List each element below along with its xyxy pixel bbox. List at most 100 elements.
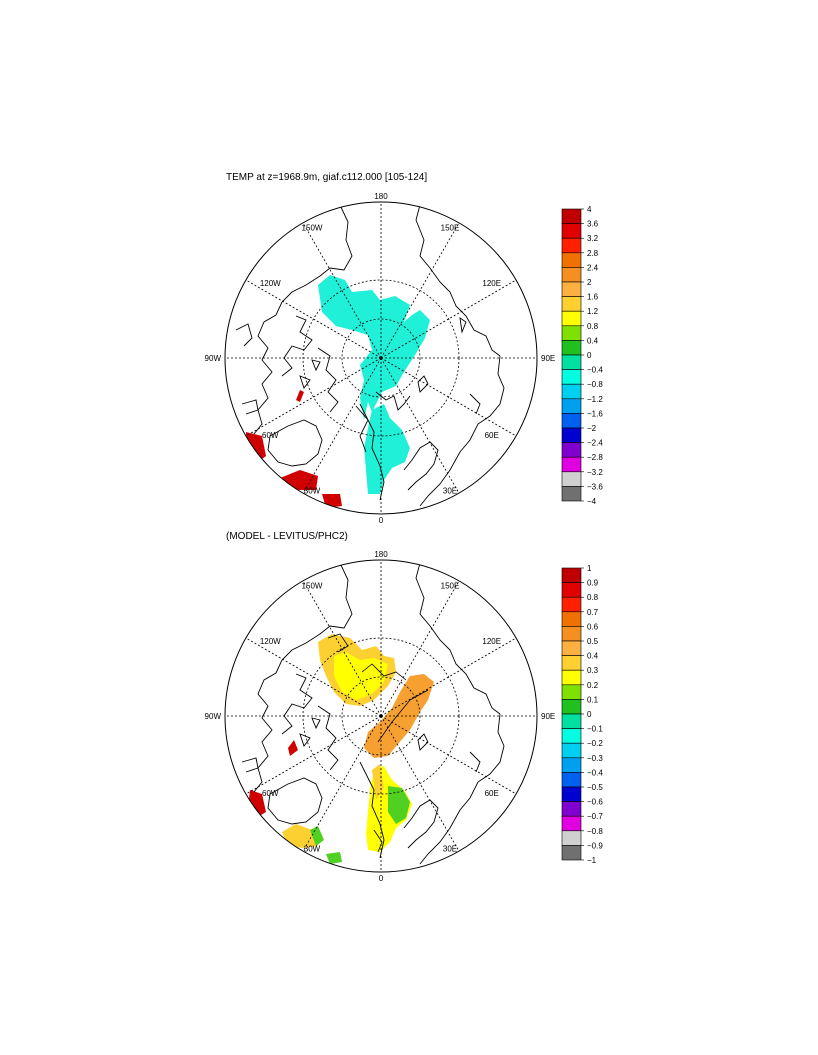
colorbar-swatch (561, 640, 582, 656)
colorbar-swatch (561, 442, 582, 458)
colorbar-swatch (561, 815, 582, 832)
longitude-label: 30E (443, 487, 457, 496)
panel-2-colorbar: 1 0.9 0.8 0.7 0.6 0.5 0.4 0.3 0.2 0.1 0 −0.1 −0.2 −0.… (561, 564, 603, 865)
colorbar-label: 1.6 (587, 293, 599, 302)
colorbar-swatch (561, 486, 582, 502)
colorbar-label: 0 (587, 351, 592, 360)
longitude-label: 0 (379, 874, 384, 883)
colorbar-label: 0.8 (587, 322, 599, 331)
colorbar-swatch (561, 252, 582, 268)
colorbar-swatch (561, 398, 582, 414)
longitude-label: 60W (262, 789, 279, 798)
colorbar-label: 0.4 (587, 652, 599, 661)
panel-1-map-boundary (224, 201, 538, 515)
colorbar-label: −1 (587, 856, 597, 865)
colorbar-swatch (561, 626, 582, 642)
colorbar-swatch (561, 354, 582, 370)
longitude-label: 180 (374, 192, 388, 201)
meridian-line (302, 580, 382, 717)
colorbar-label: 0.9 (587, 579, 599, 588)
colorbar-swatch (561, 655, 582, 671)
colorbar-swatch (561, 567, 582, 583)
colorbar-label: −0.6 (587, 798, 603, 807)
colorbar-label: −0.1 (587, 725, 603, 734)
panel-2-green-patch-c (310, 826, 324, 846)
colorbar-swatch (561, 757, 582, 773)
longitude-label: 150W (302, 223, 323, 232)
colorbar-label: −3.2 (587, 468, 603, 477)
longitude-label: 120W (260, 637, 281, 646)
longitude-label: 150W (302, 581, 323, 590)
meridian-line (380, 715, 460, 852)
colorbar-label: 2.8 (587, 249, 599, 258)
longitude-label: 90E (541, 354, 555, 363)
longitude-label: 30W (304, 845, 321, 854)
panel-2-title: (MODEL - LEVITUS/PHC2) (226, 531, 348, 542)
colorbar-swatch (561, 237, 582, 254)
panel-2-green-patch-d (326, 852, 342, 864)
colorbar-swatch (561, 383, 582, 400)
panel-1-cyan-field (318, 275, 430, 420)
panel-2-gold-patch-c (282, 824, 318, 848)
panel-2-yellow-field (334, 652, 388, 700)
panel-2-longitude-labels: 180 150E 120E 90E 60E 30E 0 30W 60W 90W 120W 150W (205, 550, 556, 883)
longitude-label: 60E (485, 789, 499, 798)
colorbar-swatch (561, 713, 582, 729)
longitude-label: 120E (482, 637, 501, 646)
colorbar-label: −4 (587, 497, 597, 506)
colorbar-label: 1 (587, 564, 592, 573)
colorbar-label: −0.2 (587, 739, 603, 748)
colorbar-swatch (561, 830, 582, 846)
longitude-label: 60E (485, 431, 499, 440)
colorbar-label: 3.2 (587, 234, 599, 243)
colorbar-label: 0.2 (587, 681, 599, 690)
panel-1-cyan-field-lower (364, 404, 410, 494)
panel-1-graticule (225, 202, 537, 514)
panel-1-map: 180 150E 120E 90E 60E 30E 0 30W 60W 90W 120W 150W 4… (205, 192, 604, 525)
colorbar-label: 1.2 (587, 307, 599, 316)
colorbar-label: −1.2 (587, 395, 603, 404)
panel-1-red-patch-d (296, 390, 304, 402)
colorbar-swatch (561, 786, 582, 802)
panel-1-colorbar: 4 3.6 3.2 2.8 2.4 2 1.6 1.2 0.8 0.4 0 −0.4 −0.8 −1.2 −… (561, 205, 603, 506)
colorbar-swatch (561, 325, 582, 341)
meridian-line (302, 357, 382, 494)
colorbar-label: −1.6 (587, 409, 603, 418)
colorbar-swatch (561, 369, 582, 385)
longitude-label: 90W (205, 354, 222, 363)
longitude-label: 120E (482, 279, 501, 288)
colorbar-swatch (561, 772, 582, 788)
colorbar-swatch (561, 684, 582, 700)
colorbar-swatch (561, 582, 582, 598)
meridian-line (380, 637, 517, 717)
panel-2-map: 180 150E 120E 90E 60E 30E 0 30W 60W 90W 120W 150W 1… (205, 550, 604, 883)
colorbar-swatch (561, 267, 582, 283)
colorbar-label: −0.7 (587, 812, 603, 821)
meridian-line (245, 279, 382, 359)
meridian-line (380, 715, 517, 795)
meridian-line (380, 580, 460, 717)
colorbar-label: −0.8 (587, 380, 603, 389)
meridian-line (380, 357, 517, 437)
colorbar-label: −0.8 (587, 827, 603, 836)
colorbar-label: 0.4 (587, 336, 599, 345)
panel-2-graticule (225, 560, 537, 872)
meridian-line (302, 715, 382, 852)
longitude-label: 180 (374, 550, 388, 559)
colorbar-label: −2 (587, 424, 597, 433)
panel-1-longitude-labels: 180 150E 120E 90E 60E 30E 0 30W 60W 90W 120W 150W (205, 192, 556, 525)
colorbar-swatch (561, 742, 582, 759)
colorbar-swatch (561, 669, 582, 686)
colorbar-label: −2.4 (587, 439, 603, 448)
colorbar-swatch (561, 611, 582, 627)
longitude-label: 90E (541, 712, 555, 721)
latitude-circle (341, 318, 421, 398)
panel-1-coastlines (235, 204, 505, 507)
colorbar-label: 0.7 (587, 608, 599, 617)
colorbar-swatch (561, 456, 582, 473)
colorbar-label: 2.4 (587, 263, 599, 272)
panel-2-map-boundary (224, 559, 538, 873)
colorbar-label: −0.3 (587, 754, 603, 763)
colorbar-label: −0.4 (587, 366, 603, 375)
